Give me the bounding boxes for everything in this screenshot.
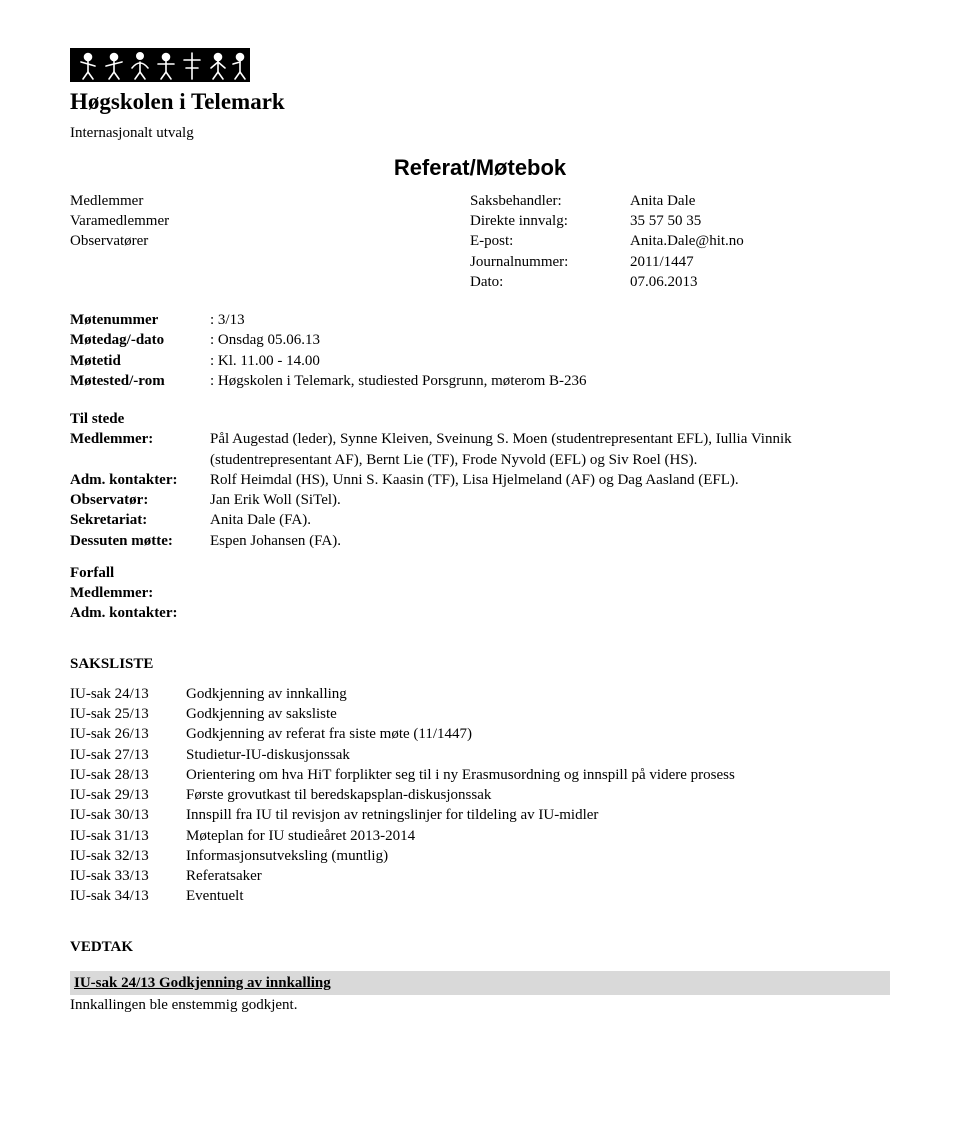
att-label: Adm. kontakter: <box>70 470 210 490</box>
subunit-name: Internasjonalt utvalg <box>70 123 890 143</box>
sak-text: Eventuelt <box>186 886 890 906</box>
kv-value: Anita Dale <box>630 191 890 211</box>
att-value: Rolf Heimdal (HS), Unni S. Kaasin (TF), … <box>210 470 890 490</box>
saksliste-heading: SAKSLISTE <box>70 654 890 674</box>
institution-logo-icon <box>70 48 250 82</box>
sak-text: Studietur-IU-diskusjonssak <box>186 745 890 765</box>
kv-label: E-post: <box>470 231 630 251</box>
sak-text: Informasjonsutveksling (muntlig) <box>186 846 890 866</box>
sak-id: IU-sak 33/13 <box>70 866 186 886</box>
meeting-value: : 3/13 <box>210 310 890 330</box>
kv-label: Journalnummer: <box>470 252 630 272</box>
sak-id: IU-sak 30/13 <box>70 805 186 825</box>
att-value: Anita Dale (FA). <box>210 510 890 530</box>
meeting-label: Møtested/-rom <box>70 371 210 391</box>
institution-name: Høgskolen i Telemark <box>70 86 890 117</box>
document-title: Referat/Møtebok <box>70 153 890 183</box>
att-label: Observatør: <box>70 490 210 510</box>
kv-value: 07.06.2013 <box>630 272 890 292</box>
att-value: Pål Augestad (leder), Synne Kleiven, Sve… <box>210 429 890 470</box>
vedtak-item-title: IU-sak 24/13 Godkjenning av innkalling <box>70 971 890 995</box>
sak-id: IU-sak 25/13 <box>70 704 186 724</box>
meeting-value: : Onsdag 05.06.13 <box>210 330 890 350</box>
kv-value: 35 57 50 35 <box>630 211 890 231</box>
vedtak-heading: VEDTAK <box>70 937 890 957</box>
sak-text: Godkjenning av innkalling <box>186 684 890 704</box>
sak-id: IU-sak 24/13 <box>70 684 186 704</box>
forfall-heading: Forfall <box>70 563 890 583</box>
header-right-kv: Saksbehandler:Anita Dale Direkte innvalg… <box>470 191 890 292</box>
sak-text: Møteplan for IU studieåret 2013-2014 <box>186 826 890 846</box>
sak-id: IU-sak 29/13 <box>70 785 186 805</box>
header-left-labels: Medlemmer Varamedlemmer Observatører <box>70 191 270 292</box>
sak-text: Godkjenning av saksliste <box>186 704 890 724</box>
kv-label: Saksbehandler: <box>470 191 630 211</box>
sak-id: IU-sak 28/13 <box>70 765 186 785</box>
header-metadata: Medlemmer Varamedlemmer Observatører Sak… <box>70 191 890 292</box>
meeting-label: Møtetid <box>70 351 210 371</box>
meeting-value: : Kl. 11.00 - 14.00 <box>210 351 890 371</box>
vedtak-item-body: Innkallingen ble enstemmig godkjent. <box>70 995 890 1015</box>
sak-id: IU-sak 34/13 <box>70 886 186 906</box>
sak-text: Godkjenning av referat fra siste møte (1… <box>186 724 890 744</box>
recipient-label: Medlemmer <box>70 191 270 211</box>
sak-id: IU-sak 27/13 <box>70 745 186 765</box>
sak-text: Orientering om hva HiT forplikter seg ti… <box>186 765 890 785</box>
sak-id: IU-sak 26/13 <box>70 724 186 744</box>
meeting-details: Møtenummer: 3/13 Møtedag/-dato: Onsdag 0… <box>70 310 890 391</box>
att-label: Dessuten møtte: <box>70 531 210 551</box>
meeting-value: : Høgskolen i Telemark, studiested Porsg… <box>210 371 890 391</box>
recipient-label: Varamedlemmer <box>70 211 270 231</box>
kv-value: 2011/1447 <box>630 252 890 272</box>
attendance-block: Til stede Medlemmer:Pål Augestad (leder)… <box>70 409 890 624</box>
forfall-label: Medlemmer: <box>70 583 210 603</box>
recipient-label: Observatører <box>70 231 270 251</box>
logo-row <box>70 48 890 82</box>
sak-id: IU-sak 31/13 <box>70 826 186 846</box>
kv-value: Anita.Dale@hit.no <box>630 231 890 251</box>
forfall-label: Adm. kontakter: <box>70 603 210 623</box>
att-value: Espen Johansen (FA). <box>210 531 890 551</box>
sak-id: IU-sak 32/13 <box>70 846 186 866</box>
att-label: Medlemmer: <box>70 429 210 449</box>
meeting-label: Møtedag/-dato <box>70 330 210 350</box>
til-stede-heading: Til stede <box>70 409 890 429</box>
att-value: Jan Erik Woll (SiTel). <box>210 490 890 510</box>
sak-text: Første grovutkast til beredskapsplan-dis… <box>186 785 890 805</box>
saksliste-list: IU-sak 24/13Godkjenning av innkalling IU… <box>70 684 890 907</box>
sak-text: Innspill fra IU til revisjon av retnings… <box>186 805 890 825</box>
kv-label: Dato: <box>470 272 630 292</box>
att-label: Sekretariat: <box>70 510 210 530</box>
kv-label: Direkte innvalg: <box>470 211 630 231</box>
sak-text: Referatsaker <box>186 866 890 886</box>
meeting-label: Møtenummer <box>70 310 210 330</box>
